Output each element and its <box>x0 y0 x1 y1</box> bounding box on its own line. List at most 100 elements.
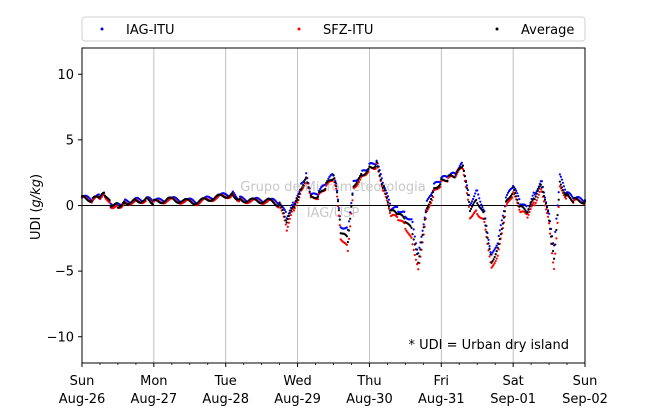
data-point <box>385 199 388 202</box>
data-point <box>538 190 541 194</box>
data-point <box>541 190 545 193</box>
data-point <box>331 178 334 181</box>
data-point <box>285 221 288 224</box>
data-point <box>411 243 414 246</box>
data-point <box>336 200 340 203</box>
data-point <box>484 228 487 231</box>
data-point <box>333 177 336 180</box>
data-point <box>413 235 416 238</box>
data-point <box>543 196 547 199</box>
data-point <box>548 227 552 230</box>
data-point <box>562 191 566 194</box>
data-point <box>497 242 500 246</box>
data-point <box>386 203 390 206</box>
data-point <box>296 201 299 204</box>
data-point <box>317 195 320 198</box>
data-point <box>288 217 291 220</box>
data-point <box>527 208 530 211</box>
legend-label: SFZ-ITU <box>323 23 373 38</box>
data-point <box>517 202 520 205</box>
data-point <box>475 209 478 212</box>
data-point <box>557 205 560 209</box>
data-point <box>376 165 379 168</box>
data-point <box>427 203 431 206</box>
data-point <box>547 219 551 222</box>
data-point <box>460 161 463 164</box>
data-point <box>518 208 521 211</box>
data-point <box>470 205 474 208</box>
data-point <box>497 248 500 251</box>
data-point <box>337 206 340 210</box>
data-point <box>464 180 468 184</box>
data-point <box>468 209 472 213</box>
data-point <box>477 193 480 196</box>
watermark: Grupo de Micrometeorologia IAG/USP <box>240 180 426 221</box>
data-point <box>237 200 241 203</box>
data-point <box>289 209 292 212</box>
data-point <box>335 187 338 190</box>
data-point <box>151 203 154 206</box>
data-point <box>305 172 308 175</box>
x-tick-date: Aug-27 <box>131 392 178 407</box>
data-point <box>467 205 471 208</box>
data-point <box>466 193 470 197</box>
data-point <box>512 191 515 194</box>
data-point <box>554 252 557 255</box>
data-point <box>496 254 499 257</box>
legend-marker <box>100 27 104 31</box>
data-point <box>509 194 513 197</box>
data-point <box>561 181 565 184</box>
y-axis-ticks: −10 −5 0 5 10 <box>47 68 82 345</box>
data-point <box>470 200 474 203</box>
data-point <box>560 186 564 189</box>
data-point <box>422 223 425 226</box>
data-point <box>377 169 380 172</box>
data-point <box>495 250 498 253</box>
data-point <box>302 184 305 187</box>
data-point <box>476 202 479 205</box>
data-point <box>489 251 492 254</box>
data-point <box>502 216 505 219</box>
x-tick-date: Aug-28 <box>202 392 249 407</box>
data-point <box>357 177 361 180</box>
data-point <box>439 183 442 186</box>
data-point <box>90 200 93 203</box>
data-point <box>337 214 340 217</box>
data-point <box>552 249 555 253</box>
data-point <box>557 191 560 194</box>
y-tick-label: 0 <box>66 199 74 214</box>
data-point <box>458 164 461 168</box>
data-point <box>558 180 561 183</box>
data-point <box>485 230 488 233</box>
data-point <box>549 235 553 238</box>
data-point <box>529 208 532 211</box>
data-point <box>545 206 549 209</box>
data-point <box>380 177 383 180</box>
x-tick-day: Sun <box>573 374 598 389</box>
data-point <box>281 208 284 212</box>
data-point <box>473 201 476 204</box>
data-point <box>283 208 286 211</box>
data-point <box>417 268 420 271</box>
data-point <box>465 184 469 187</box>
data-point <box>230 192 233 195</box>
data-point <box>556 221 559 224</box>
data-point <box>543 204 547 207</box>
data-point <box>349 225 352 228</box>
data-point <box>336 205 340 208</box>
data-point <box>387 198 391 201</box>
data-point <box>294 200 297 203</box>
data-point <box>555 228 558 232</box>
data-point <box>558 185 561 188</box>
data-point <box>349 217 352 220</box>
data-point <box>512 186 515 189</box>
data-point <box>455 170 458 173</box>
data-point <box>346 249 349 252</box>
data-point <box>337 209 340 212</box>
data-point <box>550 242 554 246</box>
data-point <box>428 200 432 204</box>
data-point <box>493 255 496 259</box>
data-point <box>554 230 557 233</box>
data-point <box>516 192 519 195</box>
legend: IAG-ITU SFZ-ITU Average <box>81 16 586 42</box>
